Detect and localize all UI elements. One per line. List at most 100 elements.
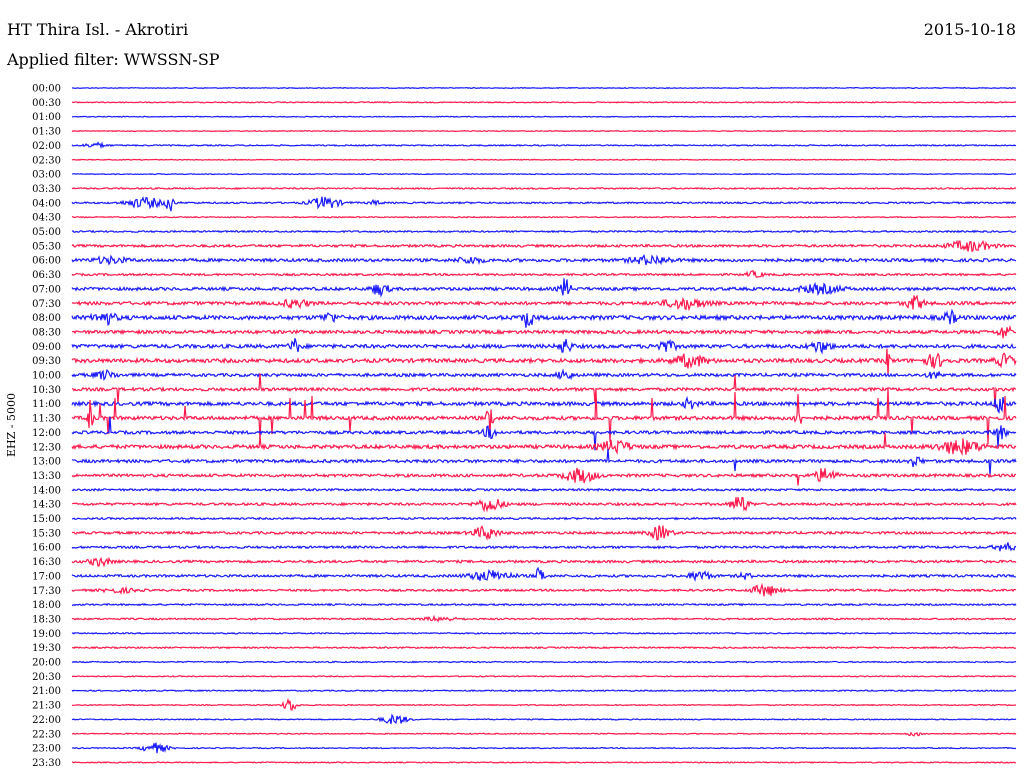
- row-time-label: 18:30: [32, 614, 61, 625]
- trace-row-1500: [71, 516, 1017, 521]
- trace-row-0800: [71, 308, 1017, 328]
- trace-row-1630: [71, 556, 1017, 568]
- row-time-label: 04:30: [32, 213, 61, 224]
- row-time-label: 22:30: [32, 729, 61, 740]
- trace-row-1930: [71, 646, 1017, 650]
- row-time-label: 07:00: [32, 284, 61, 295]
- trace-row-1430: [71, 497, 1017, 513]
- row-time-label: 13:00: [32, 457, 61, 468]
- trace-row-0600: [71, 254, 1017, 266]
- trace-row-0000: [71, 86, 1017, 90]
- row-time-label: 10:00: [32, 371, 61, 382]
- row-time-label: 17:00: [32, 571, 61, 582]
- row-time-label: 23:30: [32, 758, 61, 769]
- trace-row-1800: [71, 602, 1017, 607]
- trace-row-2130: [71, 697, 1017, 711]
- row-time-label: 11:30: [32, 414, 61, 425]
- trace-row-0430: [71, 215, 1017, 219]
- trace-row-1100: [71, 395, 1017, 414]
- row-time-label: 03:30: [32, 184, 61, 195]
- trace-row-1200: [71, 416, 1017, 451]
- row-time-label: 16:30: [32, 557, 61, 568]
- trace-row-1230: [71, 432, 1017, 456]
- trace-row-1700: [71, 566, 1017, 582]
- row-time-label: 06:00: [32, 256, 61, 267]
- trace-row-0730: [71, 294, 1017, 312]
- trace-row-0200: [71, 141, 1017, 150]
- row-time-label: 10:30: [32, 385, 61, 396]
- trace-row-1330: [71, 467, 1017, 486]
- row-time-label: 21:30: [32, 701, 61, 712]
- trace-row-2300: [71, 742, 1017, 754]
- row-time-label: 12:30: [32, 442, 61, 453]
- row-time-label: 01:30: [32, 127, 61, 138]
- trace-row-1400: [71, 487, 1017, 492]
- row-time-label: 07:30: [32, 299, 61, 310]
- row-time-label: 02:00: [32, 141, 61, 152]
- trace-row-2000: [71, 660, 1017, 664]
- row-time-label: 17:30: [32, 586, 61, 597]
- row-time-label: 18:00: [32, 600, 61, 611]
- trace-row-0830: [71, 325, 1017, 339]
- trace-row-0130: [71, 129, 1017, 133]
- row-time-label: 14:00: [32, 485, 61, 496]
- filter-label: Applied filter: WWSSN-SP: [7, 50, 220, 69]
- row-time-label: 06:30: [32, 270, 61, 281]
- row-time-label: 00:30: [32, 98, 61, 109]
- trace-row-0700: [71, 278, 1017, 298]
- trace-row-0900: [71, 338, 1017, 355]
- row-time-label: 19:30: [32, 643, 61, 654]
- row-time-label: 08:00: [32, 313, 61, 324]
- trace-row-0030: [71, 101, 1017, 104]
- trace-row-1030: [71, 373, 1017, 408]
- trace-row-1730: [71, 582, 1017, 597]
- record-date: 2015-10-18: [923, 20, 1016, 39]
- row-time-label: 11:00: [32, 399, 61, 410]
- row-time-label: 20:00: [32, 658, 61, 669]
- row-time-label: 05:30: [32, 241, 61, 252]
- trace-row-0530: [71, 239, 1017, 253]
- row-time-label: 04:00: [32, 198, 61, 209]
- trace-row-0400: [71, 196, 1017, 212]
- trace-row-2200: [71, 713, 1017, 725]
- row-time-label: 21:00: [32, 686, 61, 697]
- trace-row-2330: [71, 761, 1017, 764]
- row-time-label: 23:00: [32, 744, 61, 755]
- row-time-label: 16:00: [32, 543, 61, 554]
- trace-row-1600: [71, 542, 1017, 552]
- row-time-label: 14:30: [32, 500, 61, 511]
- trace-row-0230: [71, 158, 1017, 161]
- row-time-label: 05:00: [32, 227, 61, 238]
- trace-row-1830: [71, 614, 1017, 623]
- trace-row-1900: [71, 631, 1017, 635]
- row-time-label: 09:00: [32, 342, 61, 353]
- trace-row-0330: [71, 186, 1017, 191]
- trace-row-1130: [71, 388, 1017, 445]
- trace-row-0100: [71, 115, 1017, 118]
- trace-row-0930: [71, 348, 1017, 376]
- trace-row-0630: [71, 269, 1017, 279]
- trace-row-1300: [71, 449, 1017, 476]
- trace-row-2100: [71, 689, 1017, 693]
- row-time-label: 01:00: [32, 112, 61, 123]
- row-time-label: 12:00: [32, 428, 61, 439]
- row-time-label: 19:00: [32, 629, 61, 640]
- station-title: HT Thira Isl. - Akrotiri: [7, 20, 189, 39]
- row-time-label: 03:00: [32, 170, 61, 181]
- row-time-label: 02:30: [32, 155, 61, 166]
- row-time-label: 09:30: [32, 356, 61, 367]
- row-time-label: 00:00: [32, 84, 61, 95]
- trace-row-1530: [71, 525, 1017, 541]
- row-time-label: 13:30: [32, 471, 61, 482]
- trace-row-2030: [71, 675, 1017, 678]
- trace-row-1000: [71, 368, 1017, 381]
- row-time-label: 15:30: [32, 528, 61, 539]
- seismic-traces: [71, 86, 1017, 764]
- row-time-label: 08:30: [32, 327, 61, 338]
- trace-row-0300: [71, 172, 1017, 176]
- trace-row-2230: [71, 731, 1017, 737]
- row-time-label: 15:00: [32, 514, 61, 525]
- trace-row-0500: [71, 229, 1017, 234]
- row-time-label: 22:00: [32, 715, 61, 726]
